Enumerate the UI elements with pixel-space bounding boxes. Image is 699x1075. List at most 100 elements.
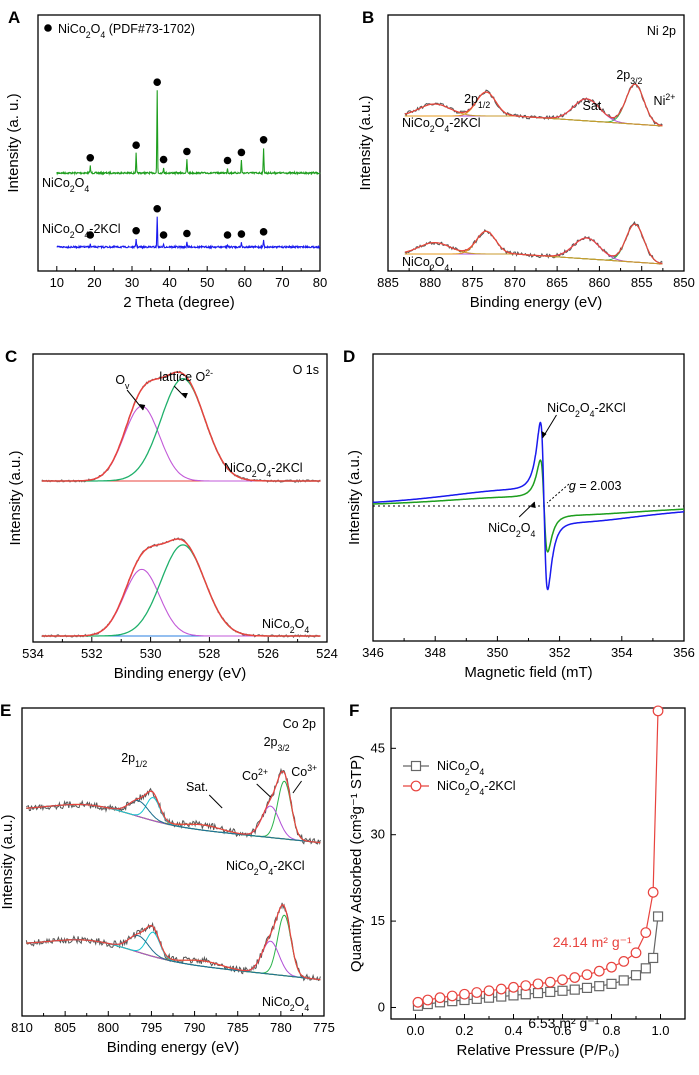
label-ni2: Ni2+ <box>654 92 676 108</box>
x-tick-label: 528 <box>199 646 221 661</box>
x-tick-label: 860 <box>589 275 611 290</box>
arrowhead-ov <box>139 404 146 410</box>
x-axis-title: 2 Theta (degree) <box>123 294 234 311</box>
arrowhead-2kcl <box>541 431 547 438</box>
y-axis-title: Intensity (a.u.) <box>357 95 374 190</box>
arrow-ov <box>126 389 144 411</box>
x-axis-title: Binding energy (eV) <box>114 665 247 682</box>
series-label-nico: NiCo2O4 <box>42 176 89 194</box>
series-label-nico: NiCo2O4 <box>262 995 309 1013</box>
g-value-label: g = 2.003 <box>569 479 622 493</box>
pdf-peak-marker <box>237 148 246 157</box>
label-2p3-2: 2p3/2 <box>264 735 290 753</box>
arrow-co3 <box>292 780 302 794</box>
x-tick-label: 775 <box>313 1020 335 1035</box>
fit-envelope <box>404 223 663 265</box>
x-tick-label: 0.2 <box>455 1023 473 1038</box>
x-tick-label: 0.0 <box>406 1023 424 1038</box>
x-tick-label: 60 <box>238 275 252 290</box>
xrd-series-line <box>56 216 321 250</box>
isotherm-point-circle <box>618 956 630 967</box>
x-tick-label: 0.8 <box>602 1023 620 1038</box>
fit-envelope <box>41 538 321 637</box>
x-tick-label: 534 <box>22 646 44 661</box>
y-tick-label: 15 <box>371 913 385 928</box>
isotherm-point-square <box>652 911 664 922</box>
panel-B: 885 880 875 870 865 860 855 850 Binding energy (… <box>357 8 695 311</box>
pdf-peak-marker <box>237 230 246 238</box>
surface-area-label-nico: 6.53 m² g⁻¹ <box>528 1015 600 1031</box>
epr-spectrum <box>373 459 684 553</box>
arrowhead-nico <box>530 502 536 508</box>
series-label-nico: NiCo2O4 <box>262 617 309 635</box>
isotherm-point-circle <box>640 927 652 939</box>
y-axis-title: Intensity (a. u.) <box>5 93 22 192</box>
label-sat: Sat. <box>583 99 605 113</box>
x-tick-label: 356 <box>673 645 695 660</box>
label-co2: Co2+ <box>242 767 268 783</box>
x-axis-title: Binding energy (eV) <box>107 1039 240 1056</box>
isotherm-point-circle <box>434 992 446 1004</box>
x-tick-label: 785 <box>227 1020 249 1035</box>
arrow-lattice <box>173 385 187 399</box>
y-axis-title: Quantity Adsorbed (cm³g⁻¹ STP) <box>348 755 365 972</box>
isotherm-point-circle <box>422 994 434 1006</box>
x-tick-label: 885 <box>377 275 399 290</box>
x-tick-label: 790 <box>184 1020 206 1035</box>
arrowhead-lattice <box>181 393 188 398</box>
isotherm-point-circle <box>581 969 593 981</box>
isotherm-line <box>417 710 659 1003</box>
isotherm-point-circle <box>569 972 581 983</box>
raw-spectrum <box>25 902 321 982</box>
x-axis-title: Magnetic field (mT) <box>464 664 592 681</box>
isotherm-point-square <box>520 989 531 1000</box>
x-axis-title: Binding energy (eV) <box>470 294 603 311</box>
isotherm-point-square <box>630 970 642 981</box>
isotherm-point-circle <box>483 985 495 997</box>
panel-label: C <box>5 347 17 366</box>
isotherm-point-circle <box>606 961 617 973</box>
x-tick-label: 805 <box>54 1020 76 1035</box>
fit-envelope <box>26 904 321 981</box>
x-tick-label: 526 <box>257 646 279 661</box>
isotherm-point-circle <box>459 988 470 1000</box>
label-2p1-2: 2p1/2 <box>121 751 147 769</box>
x-tick-label: 795 <box>141 1020 163 1035</box>
plot-frame <box>37 14 321 272</box>
legend-marker <box>44 24 52 32</box>
plot-frame <box>372 353 685 642</box>
isotherm-point-circle <box>412 996 424 1008</box>
series-label-nico-2kcl: NiCo2O4-2KCl <box>402 116 481 134</box>
x-tick-label: 875 <box>462 275 484 290</box>
isotherm-point-square <box>532 987 544 999</box>
isotherm-point-square <box>640 963 651 974</box>
x-tick-label: 1.0 <box>651 1023 669 1038</box>
x-tick-label: 70 <box>275 275 289 290</box>
x-tick-label: 524 <box>316 646 338 661</box>
panel-title: Ni 2p <box>647 24 676 38</box>
xrd-series-line <box>56 90 321 176</box>
x-tick-label: 855 <box>631 275 653 290</box>
g-value-pointer <box>546 483 570 504</box>
panel-label: A <box>8 8 20 27</box>
pdf-peak-marker <box>159 155 168 164</box>
y-tick-label: 45 <box>371 740 385 755</box>
pdf-peak-marker <box>86 154 95 162</box>
pdf-peak-marker <box>132 226 140 235</box>
series-label-nico-2kcl: NiCo2O4-2KCl <box>42 222 121 240</box>
pdf-peak-marker <box>259 228 268 236</box>
isotherm-point-circle <box>630 947 642 959</box>
panel-D: 346 348 350 352 354 356 Magnetic field (mT) Int… <box>343 347 695 681</box>
isotherm-point-square <box>581 982 593 994</box>
pdf-peak-marker <box>223 156 232 165</box>
x-tick-label: 350 <box>487 645 509 660</box>
pdf-peak-marker <box>223 231 232 239</box>
isotherm-point-square <box>618 975 629 986</box>
plot-frame <box>32 353 328 643</box>
isotherm-line <box>417 916 659 1007</box>
panel-label: F <box>349 701 359 720</box>
panel-F: 0.0 0.2 0.4 0.6 0.8 1.0 Relative Pressure (P/P… <box>348 701 686 1059</box>
pdf-peak-marker <box>159 231 168 239</box>
label-2p3-2: 2p3/2 <box>616 68 642 86</box>
